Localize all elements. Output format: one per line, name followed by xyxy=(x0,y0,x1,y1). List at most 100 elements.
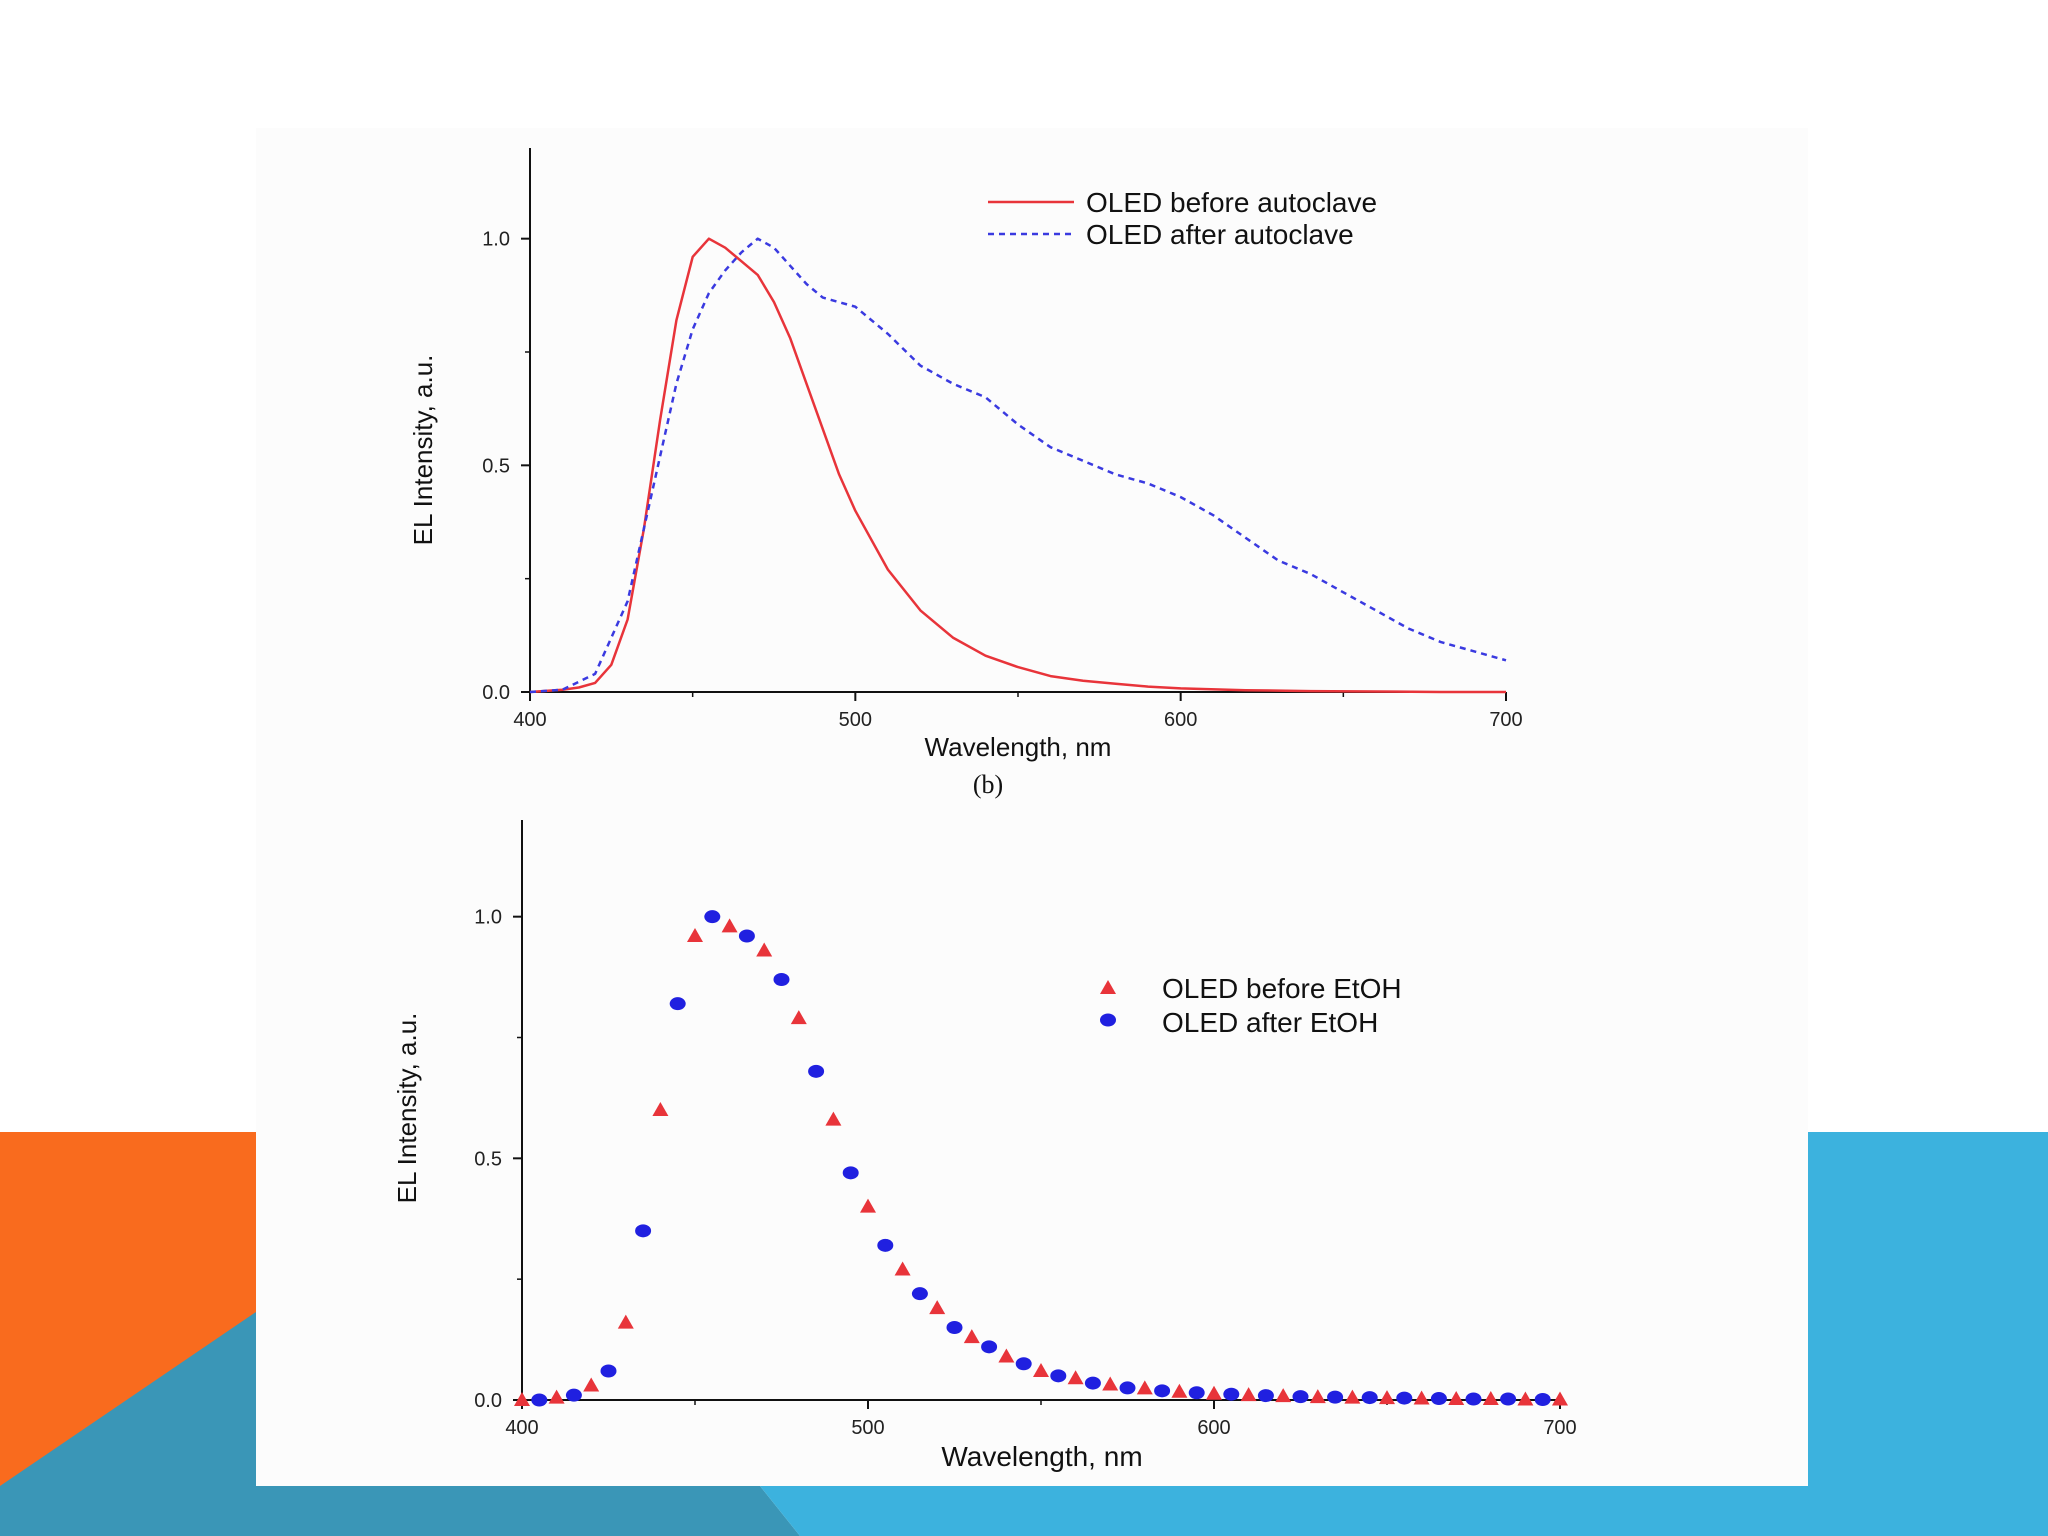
top-plot-area: 400 500 600 700 0.0 0.5 1.0 EL Intensity, a.u.… xyxy=(408,148,1523,799)
bottom-x-axis-label: Wavelength, nm xyxy=(941,1441,1142,1472)
data-point-circle xyxy=(842,1166,859,1180)
series-line-1 xyxy=(529,237,1507,694)
data-point-circle xyxy=(1015,1357,1032,1371)
data-point-circle xyxy=(1223,1387,1240,1401)
data-point-circle xyxy=(1119,1381,1136,1395)
x-tick-label: 400 xyxy=(513,709,546,731)
data-point-triangle xyxy=(1033,1363,1049,1377)
data-point-triangle xyxy=(617,1314,634,1329)
data-point-circle xyxy=(773,973,790,986)
data-point-triangle xyxy=(1136,1380,1153,1395)
x-tick-label: 700 xyxy=(1489,709,1522,731)
y-tick-label: 1.0 xyxy=(482,229,510,251)
data-point-triangle xyxy=(790,1010,807,1025)
data-point-triangle xyxy=(548,1389,565,1404)
top-x-axis-label: Wavelength, nm xyxy=(925,732,1112,762)
data-point-triangle xyxy=(1171,1383,1188,1398)
data-point-circle xyxy=(635,1224,652,1238)
data-point-triangle xyxy=(1482,1391,1499,1406)
data-point-triangle xyxy=(998,1348,1015,1363)
data-point-circle xyxy=(1430,1392,1447,1406)
bottom-ticks: 400 500 600 700 0.0 0.5 1.0 xyxy=(474,907,1577,1439)
teal-bottom-band xyxy=(0,1486,800,1536)
data-point-circle xyxy=(1084,1376,1101,1390)
data-point-circle xyxy=(1292,1390,1309,1404)
legend-marker-after-etoh xyxy=(1100,1013,1116,1027)
data-point-circle xyxy=(565,1388,582,1402)
data-point-circle xyxy=(877,1238,894,1252)
data-point-circle xyxy=(808,1064,825,1078)
data-point-circle xyxy=(1534,1393,1551,1407)
data-point-triangle xyxy=(1206,1385,1222,1400)
bottom-legend: OLED before EtOH OLED after EtOH xyxy=(1100,973,1402,1038)
data-point-triangle xyxy=(894,1261,911,1276)
bottom-plot-area: 400 500 600 700 0.0 0.5 1.0 EL Intensity, a.u.… xyxy=(392,820,1577,1472)
data-point-circle xyxy=(1050,1369,1067,1383)
legend-label-after-etoh: OLED after EtOH xyxy=(1162,1007,1378,1038)
top-y-axis-label: EL Intensity, a.u. xyxy=(408,355,438,546)
data-point-triangle xyxy=(860,1198,876,1213)
data-point-triangle xyxy=(1552,1391,1568,1406)
y-tick-label: 1.0 xyxy=(474,907,502,929)
data-point-circle xyxy=(1396,1391,1413,1405)
blue-accent-shape xyxy=(1808,1132,2048,1486)
data-point-triangle xyxy=(1067,1370,1084,1385)
series-line-0 xyxy=(529,237,1506,694)
data-point-triangle xyxy=(1379,1390,1395,1405)
chart-autoclave: 400 500 600 700 0.0 0.5 1.0 EL Intensity, a.u.… xyxy=(408,148,1523,799)
data-point-circle xyxy=(738,929,755,943)
data-point-circle xyxy=(1327,1390,1344,1404)
top-ticks: 400 500 600 700 0.0 0.5 1.0 xyxy=(482,229,1523,731)
data-point-triangle xyxy=(721,918,738,933)
legend-label-before-autoclave: OLED before autoclave xyxy=(1086,187,1377,218)
data-point-triangle xyxy=(1448,1391,1465,1406)
data-point-circle xyxy=(704,910,721,924)
data-point-triangle xyxy=(514,1392,530,1406)
data-point-circle xyxy=(1500,1392,1517,1406)
data-point-triangle xyxy=(1102,1376,1119,1391)
x-tick-label: 500 xyxy=(839,709,872,731)
legend-marker-before-etoh xyxy=(1100,980,1116,994)
teal-accent-shape xyxy=(0,1312,256,1536)
data-point-triangle xyxy=(1344,1389,1361,1404)
data-point-triangle xyxy=(687,928,703,942)
data-point-circle xyxy=(531,1393,548,1407)
data-point-triangle xyxy=(929,1300,946,1315)
data-point-circle xyxy=(911,1287,928,1301)
y-tick-label: 0.0 xyxy=(474,1390,502,1412)
data-point-circle xyxy=(1154,1384,1171,1398)
data-point-triangle xyxy=(1275,1388,1292,1403)
data-point-triangle xyxy=(1413,1390,1430,1405)
legend-label-before-etoh: OLED before EtOH xyxy=(1162,973,1402,1004)
x-tick-label: 600 xyxy=(1197,1417,1230,1439)
bottom-series xyxy=(514,910,1568,1407)
data-point-triangle xyxy=(583,1377,600,1392)
data-point-circle xyxy=(1465,1392,1482,1406)
data-point-circle xyxy=(946,1321,963,1334)
bottom-y-axis-label: EL Intensity, a.u. xyxy=(392,1013,422,1204)
y-tick-label: 0.0 xyxy=(482,682,510,704)
top-panel-caption: (b) xyxy=(973,770,1003,799)
y-tick-label: 0.5 xyxy=(474,1148,502,1170)
data-point-circle xyxy=(600,1364,617,1378)
legend-label-after-autoclave: OLED after autoclave xyxy=(1086,219,1354,250)
data-point-triangle xyxy=(1517,1391,1534,1406)
y-tick-label: 0.5 xyxy=(482,455,510,477)
x-tick-label: 400 xyxy=(505,1417,538,1439)
data-point-circle xyxy=(1257,1389,1274,1403)
top-series xyxy=(529,237,1507,694)
top-legend: OLED before autoclave OLED after autocla… xyxy=(988,187,1377,250)
data-point-triangle xyxy=(756,942,773,957)
x-tick-label: 700 xyxy=(1543,1417,1576,1439)
data-point-triangle xyxy=(825,1111,842,1126)
data-point-circle xyxy=(1361,1391,1378,1405)
data-point-circle xyxy=(1188,1386,1205,1400)
blue-bottom-band xyxy=(760,1486,2048,1536)
x-tick-label: 500 xyxy=(851,1417,884,1439)
figure-panel: 400 500 600 700 0.0 0.5 1.0 EL Intensity, a.u.… xyxy=(256,128,1808,1486)
data-point-triangle xyxy=(652,1102,669,1116)
data-point-circle xyxy=(669,997,686,1011)
data-point-triangle xyxy=(963,1329,980,1344)
x-tick-label: 600 xyxy=(1164,709,1197,731)
